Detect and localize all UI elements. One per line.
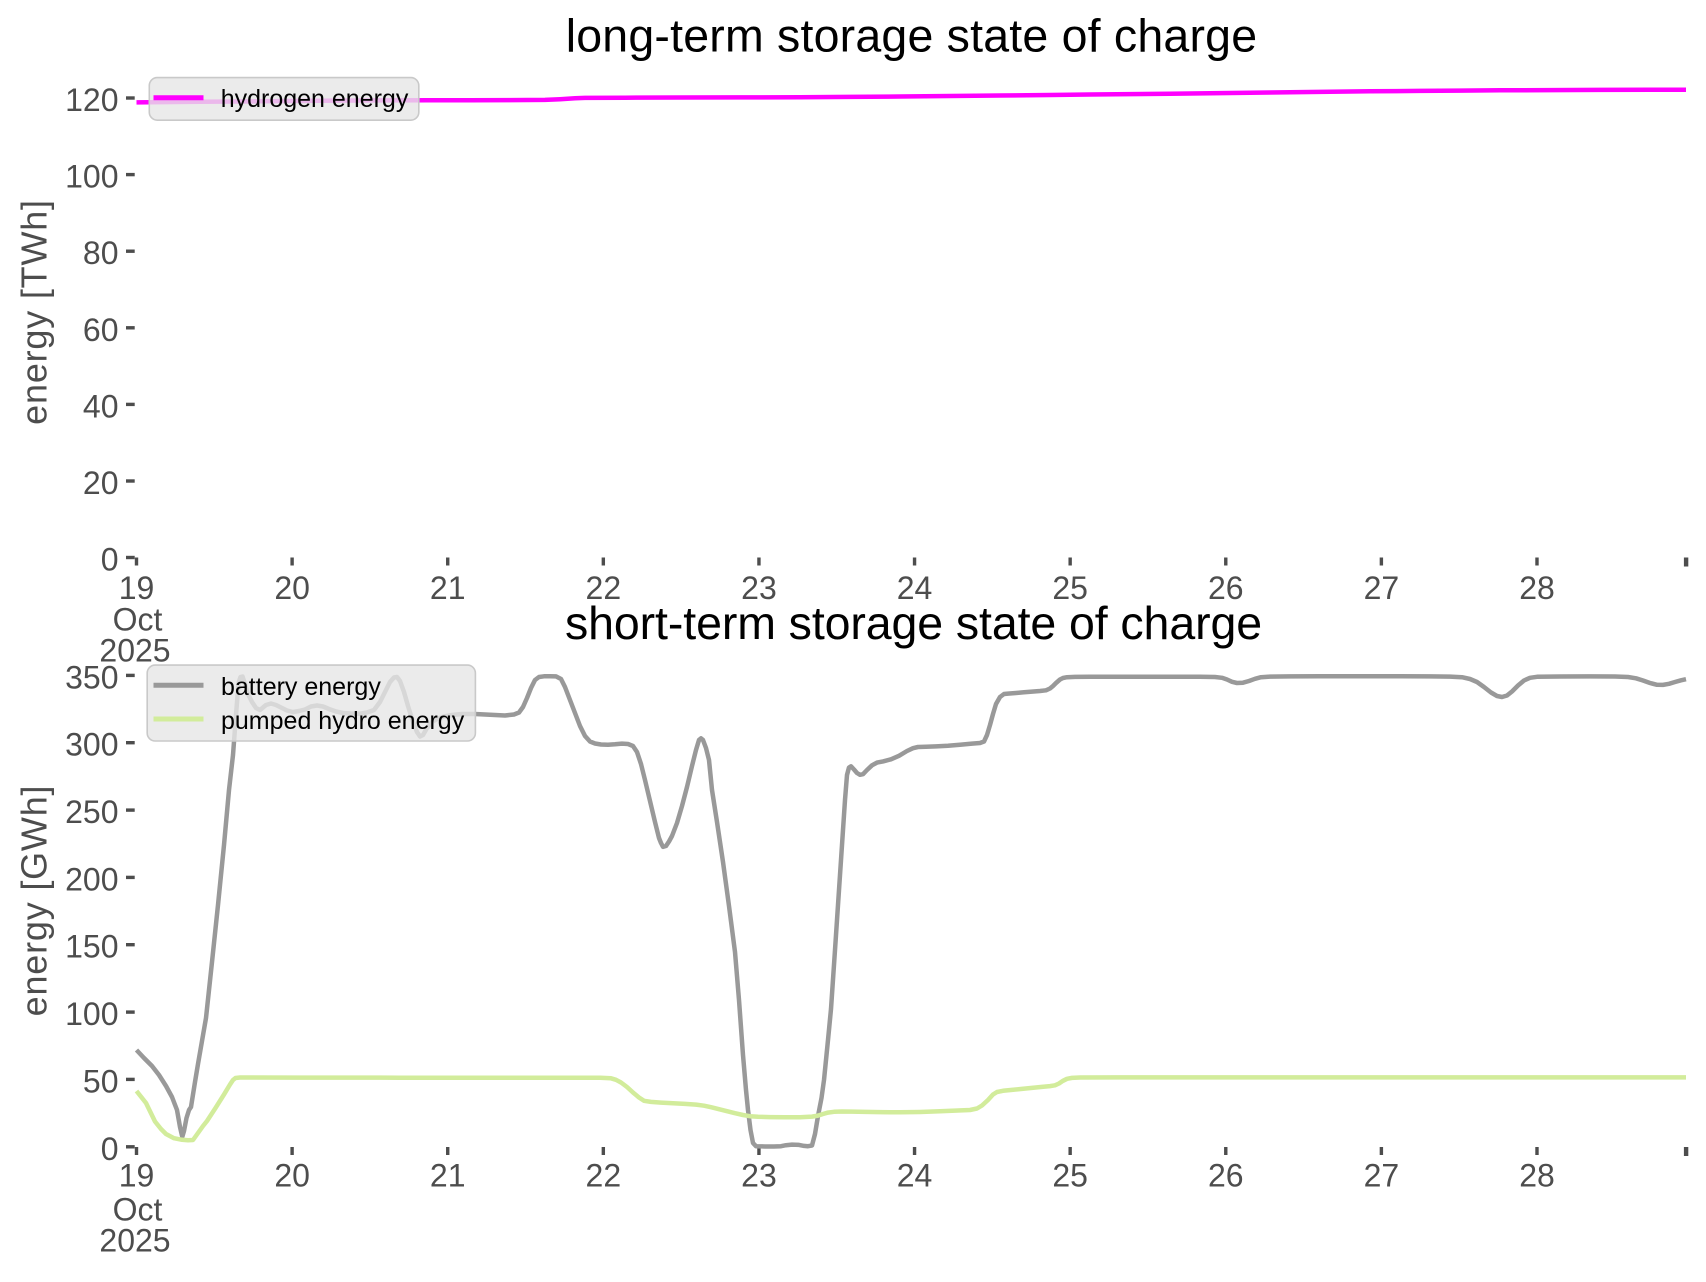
svg-text:20: 20: [83, 465, 119, 501]
svg-text:100: 100: [65, 159, 118, 195]
svg-text:hydrogen energy: hydrogen energy: [221, 85, 409, 113]
svg-text:300: 300: [65, 727, 118, 763]
svg-text:20: 20: [274, 570, 310, 606]
svg-text:2025: 2025: [99, 1223, 170, 1259]
svg-text:120: 120: [65, 82, 118, 118]
svg-text:19: 19: [119, 1158, 155, 1194]
svg-text:pumped hydro energy: pumped hydro energy: [221, 707, 465, 735]
svg-text:0: 0: [101, 1131, 119, 1167]
svg-text:24: 24: [897, 1158, 933, 1194]
svg-text:100: 100: [65, 996, 118, 1032]
svg-text:0: 0: [101, 542, 119, 578]
svg-text:21: 21: [430, 1158, 466, 1194]
svg-text:23: 23: [741, 570, 777, 606]
svg-text:28: 28: [1519, 570, 1555, 606]
svg-text:80: 80: [83, 235, 119, 271]
svg-text:60: 60: [83, 312, 119, 348]
svg-text:250: 250: [65, 794, 118, 830]
svg-text:350: 350: [65, 659, 118, 695]
svg-text:200: 200: [65, 861, 118, 897]
svg-text:26: 26: [1208, 1158, 1244, 1194]
svg-text:24: 24: [897, 570, 933, 606]
svg-text:20: 20: [274, 1158, 310, 1194]
svg-text:2025: 2025: [99, 633, 170, 669]
svg-text:25: 25: [1052, 570, 1088, 606]
svg-text:Oct: Oct: [113, 1192, 163, 1228]
svg-text:long-term storage state of cha: long-term storage state of charge: [566, 10, 1258, 62]
svg-text:energy [GWh]: energy [GWh]: [14, 785, 55, 1017]
svg-text:battery energy: battery energy: [221, 673, 381, 701]
svg-text:energy [TWh]: energy [TWh]: [14, 199, 55, 425]
svg-text:150: 150: [65, 929, 118, 965]
svg-text:22: 22: [586, 570, 622, 606]
svg-text:Oct: Oct: [113, 602, 163, 638]
svg-text:50: 50: [83, 1063, 119, 1099]
svg-text:21: 21: [430, 570, 466, 606]
svg-text:short-term storage state of ch: short-term storage state of charge: [565, 597, 1262, 649]
svg-text:28: 28: [1519, 1158, 1555, 1194]
svg-text:27: 27: [1364, 570, 1400, 606]
svg-text:27: 27: [1364, 1158, 1400, 1194]
svg-text:23: 23: [741, 1158, 777, 1194]
svg-text:25: 25: [1052, 1158, 1088, 1194]
svg-text:19: 19: [119, 570, 155, 606]
svg-text:22: 22: [586, 1158, 622, 1194]
svg-text:26: 26: [1208, 570, 1244, 606]
svg-text:40: 40: [83, 388, 119, 424]
